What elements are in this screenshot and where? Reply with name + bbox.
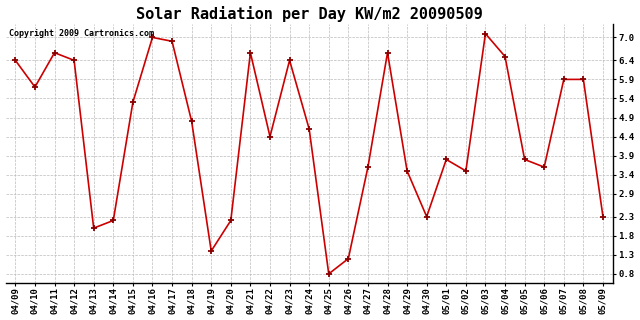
- Text: Copyright 2009 Cartronics.com: Copyright 2009 Cartronics.com: [8, 29, 154, 38]
- Title: Solar Radiation per Day KW/m2 20090509: Solar Radiation per Day KW/m2 20090509: [136, 5, 483, 21]
